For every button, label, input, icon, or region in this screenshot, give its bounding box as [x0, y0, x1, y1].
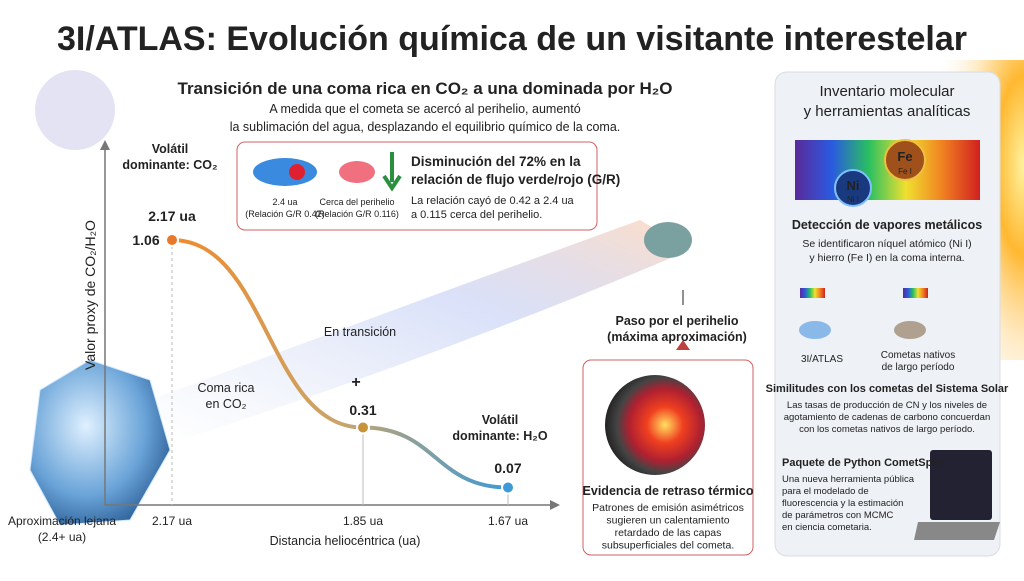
gr-label: 2.4 ua [272, 197, 297, 207]
gr-text: La relación cayó de 0.42 a 2.4 ua [411, 195, 575, 207]
x-axis-title: Distancia heliocéntrica (ua) [270, 534, 421, 548]
gr-label: (Relación G/R 0.42) [245, 209, 325, 219]
panel-subheading: Similitudes con los cometas del Sistema … [766, 383, 1009, 395]
comet-nucleus [644, 222, 692, 258]
intro-text: A medida que el cometa se acercó al peri… [269, 102, 580, 116]
gr-heading: Disminución del 72% en la [411, 154, 581, 169]
panel-heading: Inventario molecular [819, 83, 954, 100]
comet-label: 3I/ATLAS [801, 354, 843, 365]
panel-text: para el modelado de [782, 486, 869, 497]
intro-heading: Transición de una coma rica en CO₂ a una… [178, 79, 673, 98]
panel-subheading: Detección de vapores metálicos [792, 218, 982, 232]
panel-text: fluorescencia y la estimación [782, 498, 903, 509]
annotation: En transición [324, 325, 396, 339]
annotation: Volátil [152, 142, 189, 156]
ice-body [29, 359, 171, 526]
badge-text: Ni [847, 178, 860, 193]
x-tick-label: 2.17 ua [152, 514, 192, 528]
x-far-label: (2.4+ ua) [38, 530, 86, 544]
laptop-base [914, 522, 1000, 540]
data-point [165, 233, 179, 247]
atlas-comet [799, 321, 831, 339]
thermal-text: subsuperficiales del cometa. [602, 540, 735, 552]
annotation: Coma rica [198, 381, 255, 395]
panel-heading: y herramientas analíticas [804, 103, 971, 120]
ni-badge [834, 169, 872, 207]
down-arrow [382, 152, 402, 192]
value-label: 0.07 [494, 460, 521, 476]
annotation: (máxima aproximación) [607, 330, 747, 344]
panel-text: y hierro (Fe I) en la coma interna. [809, 252, 964, 264]
panel-text: Una nueva herramienta pública [782, 474, 915, 485]
intro-text: la sublimación del agua, desplazando el … [230, 120, 621, 134]
panel-text: Las tasas de producción de CN y los nive… [787, 400, 987, 411]
value-label: 2.17 ua [148, 208, 196, 224]
mini-spectrum [800, 288, 825, 298]
galaxy [35, 70, 115, 150]
gr-text: a 0.115 cerca del perihelio. [411, 209, 542, 221]
native-comet [894, 321, 926, 339]
thermal-text: sugieren un calentamiento [606, 515, 729, 527]
panel-text: Se identificaron níquel atómico (Ni I) [802, 238, 971, 250]
y-axis-title: Valor proxy de CO₂/H₂O [82, 220, 98, 370]
annotation: Paso por el perihelio [616, 314, 739, 328]
nucleus-cutaway [605, 375, 705, 475]
thermal-text: retardado de las capas [615, 527, 722, 539]
comet-tail [150, 220, 690, 440]
panel-text: de parámetros con MCMC [782, 510, 894, 521]
mini-spectrum [903, 288, 928, 298]
value-label: 0.31 [349, 402, 376, 418]
coma-near [339, 161, 375, 183]
title: 3I/ATLAS: Evolución química de un visita… [57, 20, 967, 58]
data-point [501, 480, 515, 495]
axis-arrow [100, 140, 110, 150]
badge-text: Ni I [847, 195, 859, 204]
thermal-heading: Evidencia de retraso térmico [583, 484, 754, 498]
coma-far-core [289, 164, 305, 180]
gr-label: (Relación G/R 0.116) [315, 209, 399, 219]
axis-arrow [550, 500, 560, 510]
comet-label: Cometas nativos [881, 350, 955, 361]
x-far-label: Aproximación lejana [8, 514, 116, 528]
annotation: + [351, 374, 360, 391]
data-point [356, 420, 370, 435]
coma-far [253, 158, 317, 186]
badge-text: Fe I [898, 167, 912, 176]
panel-subheading: Paquete de Python CometSpec [782, 457, 945, 469]
annotation: dominante: CO₂ [122, 158, 217, 172]
comet-label: de largo período [882, 362, 955, 373]
x-tick-label: 1.67 ua [488, 514, 528, 528]
pointer-head [676, 340, 690, 350]
annotation: dominante: H₂O [452, 429, 547, 443]
value-label: 1.06 [132, 232, 159, 248]
panel-text: agotamiento de cadenas de carbono concue… [784, 412, 991, 423]
gr-label: Cerca del perihelio [319, 197, 394, 207]
x-tick-label: 1.85 ua [343, 514, 383, 528]
laptop-screen [930, 450, 992, 520]
gr-heading: relación de flujo verde/rojo (G/R) [411, 172, 620, 187]
thermal-text: Patrones de emisión asimétricos [592, 502, 744, 514]
gr-box [236, 141, 598, 231]
curve [171, 238, 509, 490]
panel-text: en ciencia cometaria. [782, 522, 872, 533]
fe-badge [884, 139, 926, 181]
annotation: Volátil [482, 413, 519, 427]
annotation: en CO₂ [206, 397, 247, 411]
badge-text: Fe [897, 149, 912, 164]
panel-text: con los cometas nativos de largo período… [799, 424, 975, 435]
